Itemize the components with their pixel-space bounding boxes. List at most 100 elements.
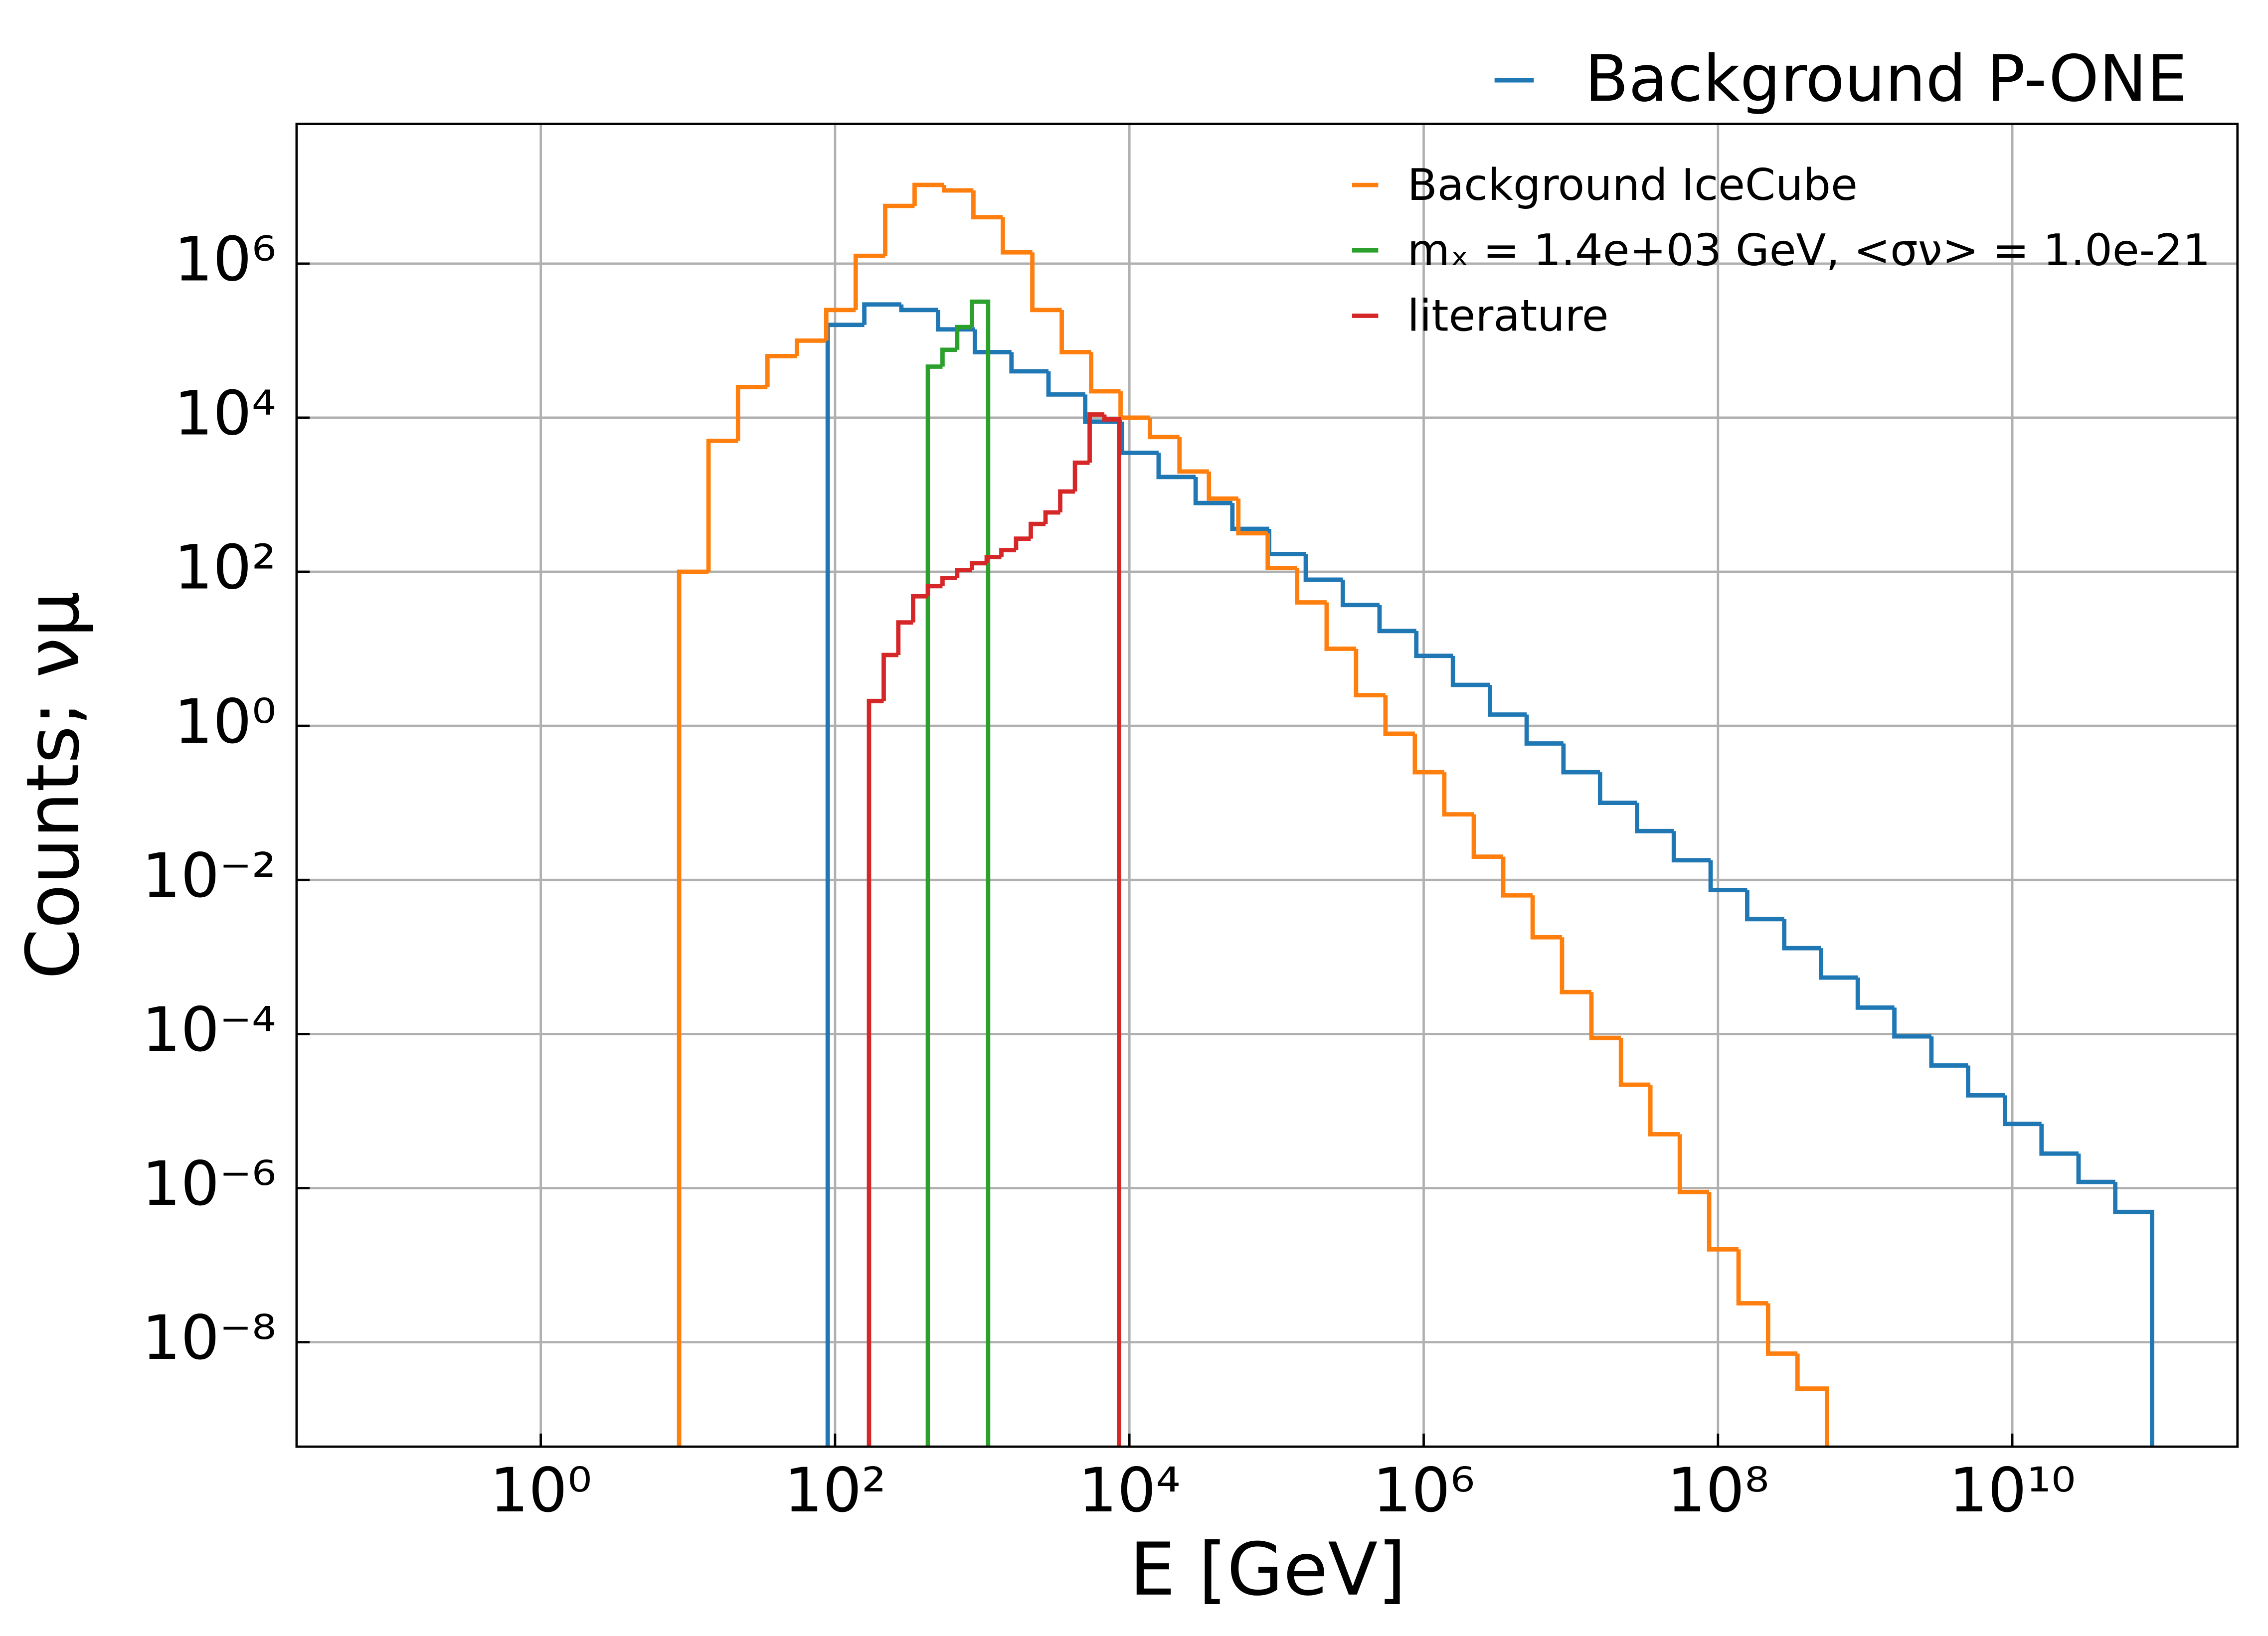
histogram-step: [955, 325, 972, 350]
histogram-step: [1648, 1084, 1680, 1137]
histogram-step: [1892, 1007, 1931, 1039]
histogram-step: [735, 385, 768, 441]
histogram-step: [1795, 1353, 1829, 1447]
histogram-step: [1589, 992, 1621, 1040]
x-axis-label: E [GeV]: [1129, 1528, 1406, 1612]
histogram-step: [1046, 371, 1085, 397]
histogram-step: [765, 353, 797, 387]
histogram-step: [1207, 471, 1238, 501]
histogram-step: [1819, 948, 1858, 980]
histogram-step: [1001, 217, 1033, 255]
histogram-step: [1383, 695, 1415, 736]
histogram-step: [1707, 1192, 1739, 1252]
histogram-step: [1030, 252, 1062, 313]
histogram-step: [1671, 831, 1711, 863]
histogram-step: [867, 698, 884, 1447]
histogram-step: [1855, 978, 1895, 1010]
histogram-step: [1736, 1249, 1768, 1306]
y-tick-label: 10⁴: [174, 378, 276, 449]
histogram-step: [1265, 533, 1297, 570]
histogram-step: [1029, 521, 1046, 539]
histogram-step: [1442, 772, 1474, 817]
histogram-step: [1340, 579, 1380, 608]
histogram-step: [1501, 856, 1533, 898]
histogram-step: [862, 302, 901, 325]
histogram-step: [1524, 714, 1564, 746]
histogram-step: [1471, 814, 1504, 859]
histogram-step: [1929, 1036, 1968, 1068]
y-tick-label: 10⁶: [174, 223, 276, 295]
histogram-step: [1072, 460, 1090, 492]
histogram-step: [936, 310, 975, 332]
histogram-step: [1102, 414, 1121, 1447]
histogram-step: [925, 584, 943, 597]
histogram-step: [1488, 684, 1527, 717]
y-tick-label: 10⁰: [174, 686, 276, 757]
histogram-step: [2039, 1124, 2079, 1156]
histogram-step: [911, 594, 928, 623]
histogram-step: [1156, 453, 1196, 480]
histogram-step: [1059, 310, 1091, 354]
histogram-step: [2076, 1153, 2115, 1184]
x-tick-label: 10⁰: [490, 1455, 592, 1526]
y-tick-label: 10⁻²: [142, 840, 276, 911]
histogram-step: [1014, 536, 1031, 550]
histogram-step: [942, 184, 974, 193]
histogram-step: [1354, 649, 1386, 697]
histogram-step: [1377, 605, 1416, 634]
y-tick-label: 10⁻⁴: [142, 994, 276, 1065]
histogram-step: [2113, 1182, 2154, 1447]
histogram-step: [883, 203, 915, 256]
histogram-step: [1597, 772, 1637, 806]
histogram-step: [1009, 352, 1049, 374]
histogram-step: [1295, 568, 1327, 605]
histogram-step: [1561, 743, 1600, 775]
histogram-step: [853, 253, 885, 310]
histogram-step: [925, 364, 943, 1447]
histogram-step: [899, 304, 938, 313]
legend-label: literature: [1407, 290, 1609, 341]
histogram-step: [972, 329, 1012, 354]
y-tick-label: 10⁻⁶: [142, 1148, 276, 1219]
histogram-step: [896, 620, 913, 655]
x-tick-label: 10⁸: [1667, 1455, 1769, 1526]
histogram-step: [1560, 937, 1591, 994]
legend-label: Background IceCube: [1407, 160, 1858, 210]
legend-label: Background P-ONE: [1584, 42, 2187, 116]
histogram-step: [1120, 421, 1159, 455]
histogram-step: [1087, 412, 1105, 463]
y-axis-label: Counts; νμ: [11, 591, 96, 980]
histogram-step: [1148, 417, 1180, 440]
y-tick-label: 10²: [174, 532, 276, 603]
histogram-step: [970, 561, 987, 570]
histogram-step: [999, 548, 1016, 557]
histogram-step: [1708, 860, 1747, 892]
plot-frame: [295, 123, 2239, 1448]
histogram-step: [970, 299, 991, 1447]
y-tick-label: 10⁻⁸: [142, 1302, 276, 1373]
histogram-step: [1303, 554, 1343, 582]
histogram-step: [1236, 498, 1268, 536]
histogram-step: [971, 190, 1003, 220]
histogram-step: [824, 308, 856, 341]
histogram-step: [794, 338, 827, 356]
x-tick-label: 10⁴: [1078, 1455, 1181, 1526]
histogram-step: [1966, 1065, 2005, 1098]
histogram-step: [1324, 602, 1356, 651]
legend-label: mₓ = 1.4e+03 GeV, <σν> = 1.0e-21: [1407, 225, 2211, 276]
legend: Background P-ONE Background IceCube mₓ = 1…: [1352, 42, 2211, 341]
histogram-step: [1177, 437, 1209, 474]
histogram-step: [1450, 655, 1490, 687]
histogram-step: [1058, 489, 1075, 512]
histogram-step: [1412, 733, 1444, 775]
histogram-step: [2002, 1095, 2042, 1127]
histogram-step: [1414, 631, 1453, 658]
histogram-step: [1765, 1303, 1798, 1356]
histogram-step: [1043, 510, 1060, 524]
grid: [296, 124, 2238, 1447]
histogram-step: [1089, 352, 1121, 394]
histogram-step: [984, 555, 1002, 563]
histogram-step: [940, 576, 957, 586]
